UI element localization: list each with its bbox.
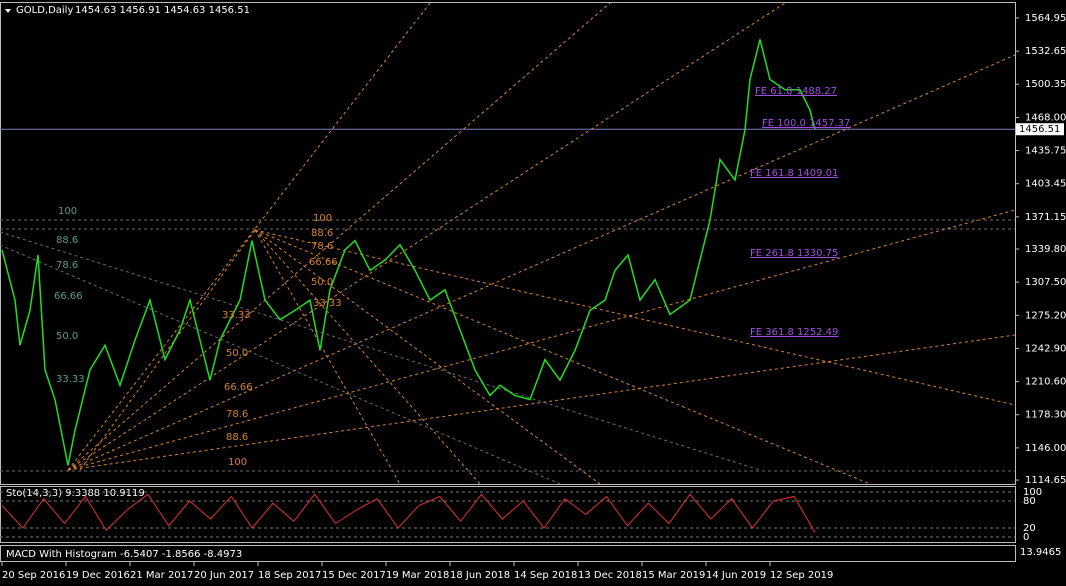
fan-line xyxy=(67,2,431,471)
y-tick-label: 1339.80 xyxy=(1025,244,1066,255)
main-frame xyxy=(0,2,1016,485)
fe-label: FE 261.8 1330.75 xyxy=(750,248,838,259)
fib-label: 100 xyxy=(58,206,77,217)
ohlc: 1454.63 1456.91 1454.63 1456.51 xyxy=(75,5,250,16)
fib-label: 33.33 xyxy=(56,374,85,385)
fib-label: 100 xyxy=(228,457,247,468)
fib-label: 50.0 xyxy=(226,348,248,359)
fib-label: 78.6 xyxy=(226,409,248,420)
sto-tick-label: 0 xyxy=(1023,532,1029,543)
y-tick-label: 1210.60 xyxy=(1025,377,1066,388)
fib-label: 100 xyxy=(313,213,332,224)
y-tick-label: 1564.95 xyxy=(1025,13,1066,24)
fan-line xyxy=(67,209,1016,471)
current-price-label: 1456.51 xyxy=(1019,124,1060,135)
macd-title: MACD With Histogram -6.5407 -1.8566 -8.4… xyxy=(6,549,242,560)
sto-tick-label: 20 xyxy=(1023,523,1036,534)
fib-label: 78.6 xyxy=(311,241,333,252)
fib-label: 66.66 xyxy=(309,257,338,268)
price-line xyxy=(1,39,816,466)
y-tick-label: 1178.30 xyxy=(1025,410,1066,421)
sto-frame xyxy=(0,486,1016,543)
fib-label: 88.6 xyxy=(226,432,248,443)
fan-line xyxy=(67,2,611,471)
fib-label: 33.33 xyxy=(313,298,342,309)
sto-tick-label: 80 xyxy=(1023,496,1036,507)
fan-line xyxy=(254,229,871,485)
fib-label: 88.6 xyxy=(56,235,78,246)
fib-label: 66.66 xyxy=(54,291,83,302)
fan-line xyxy=(79,229,256,471)
y-tick-label: 1371.15 xyxy=(1025,212,1066,223)
y-tick-label: 1403.45 xyxy=(1025,179,1066,190)
fib-label: 50.0 xyxy=(56,331,78,342)
y-tick-label: 1146.00 xyxy=(1025,443,1066,454)
x-tick-label: 12 Sep 2019 xyxy=(770,570,833,581)
fib-label: 33.33 xyxy=(222,310,251,321)
fan-line xyxy=(0,231,761,471)
x-tick-label: 14 Jun 2019 xyxy=(706,570,766,581)
fan-line xyxy=(67,54,1016,471)
sto-title: Sto(14,3,3) 9.3388 10.9119 xyxy=(6,488,145,499)
fib-label: 66.66 xyxy=(224,382,253,393)
x-tick-label: 15 Dec 2017 xyxy=(322,570,386,581)
fan-line xyxy=(0,244,561,485)
y-tick-label: 1307.50 xyxy=(1025,277,1066,288)
fib-fans xyxy=(0,2,1016,485)
current-price-box xyxy=(1016,123,1064,136)
fan-line xyxy=(254,229,1016,406)
fib-label: 50.0 xyxy=(311,277,333,288)
macd-frame xyxy=(0,545,1016,562)
x-tick-label: 19 Dec 2016 xyxy=(66,570,130,581)
x-tick-label: 18 Jun 2018 xyxy=(450,570,510,581)
fib-label: 88.6 xyxy=(311,228,333,239)
y-tick-label: 1435.75 xyxy=(1025,146,1066,157)
y-tick-label: 1468.00 xyxy=(1025,112,1066,123)
y-tick-label: 1532.65 xyxy=(1025,46,1066,57)
x-tick-label: 15 Mar 2019 xyxy=(642,570,705,581)
x-tick-label: 20 Sep 2016 xyxy=(2,570,65,581)
x-tick-label: 21 Mar 2017 xyxy=(130,570,193,581)
fan-line xyxy=(67,2,786,471)
fe-label: FE 161.8 1409.01 xyxy=(750,168,838,179)
sto-line xyxy=(1,493,816,533)
x-tick-label: 14 Sep 2018 xyxy=(514,570,577,581)
y-tick-label: 1242.90 xyxy=(1025,343,1066,354)
x-tick-label: 13 Dec 2018 xyxy=(578,570,642,581)
menu-arrow[interactable] xyxy=(5,9,11,13)
sto-tick-label: 100 xyxy=(1023,487,1042,498)
chart-title: GOLD,Daily xyxy=(16,5,73,16)
fan-line xyxy=(254,229,401,485)
y-tick-label: 1114.65 xyxy=(1025,475,1066,486)
y-tick-label: 1500.35 xyxy=(1025,79,1066,90)
fib-label: 78.6 xyxy=(56,260,78,271)
fe-label: FE 100.0 1457.37 xyxy=(762,118,850,129)
x-tick-label: 19 Mar 2018 xyxy=(386,570,449,581)
fe-label: FE 61.8 1488.27 xyxy=(755,86,837,97)
x-tick-label: 18 Sep 2017 xyxy=(258,570,321,581)
macd-axis-label: 13.9465 xyxy=(1020,547,1061,558)
y-tick-label: 1275.20 xyxy=(1025,310,1066,321)
fan-line xyxy=(254,229,481,485)
fan-line xyxy=(254,229,601,485)
x-tick-label: 20 Jun 2017 xyxy=(194,570,254,581)
fan-line xyxy=(67,334,1016,471)
fe-label: FE 361.8 1252.49 xyxy=(750,327,838,338)
